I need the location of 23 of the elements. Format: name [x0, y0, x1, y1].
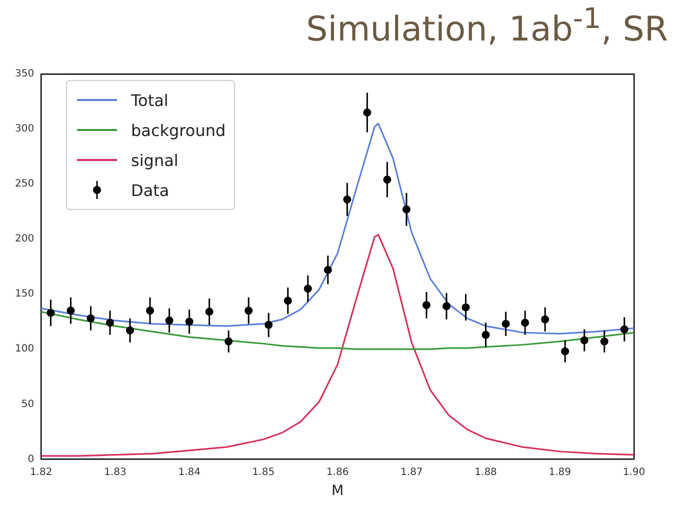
legend-label: signal	[131, 150, 178, 170]
y-tick-label: 100	[14, 344, 34, 355]
x-tick-label: 1.83	[104, 466, 126, 478]
y-tick-label: 300	[14, 124, 34, 135]
x-tick-label: 1.82	[30, 466, 52, 478]
y-tick-label: 150	[14, 288, 34, 300]
x-tick-label: 1.85	[252, 466, 275, 478]
legend-label: Data	[131, 180, 170, 200]
chart-title: Simulation, 1ab$^{-1}$, SR	[306, 2, 668, 50]
x-axis-title: M	[331, 483, 344, 500]
x-tick-label: 1.88	[474, 466, 497, 478]
x-tick-label: 1.87	[400, 466, 423, 478]
y-tick-label: 350	[14, 68, 34, 80]
x-tick-label: 1.84	[178, 466, 200, 478]
legend-label: background	[131, 120, 226, 140]
y-tick-label: 250	[14, 178, 34, 190]
x-tick-label: 1.90	[622, 466, 646, 478]
y-tick-label: 50	[21, 398, 34, 410]
y-tick-label: 0	[28, 454, 34, 465]
x-tick-label: 1.89	[548, 466, 572, 478]
legend-label: Total	[131, 90, 168, 110]
x-tick-label: 1.86	[326, 466, 349, 478]
y-tick-label: 200	[14, 234, 34, 245]
